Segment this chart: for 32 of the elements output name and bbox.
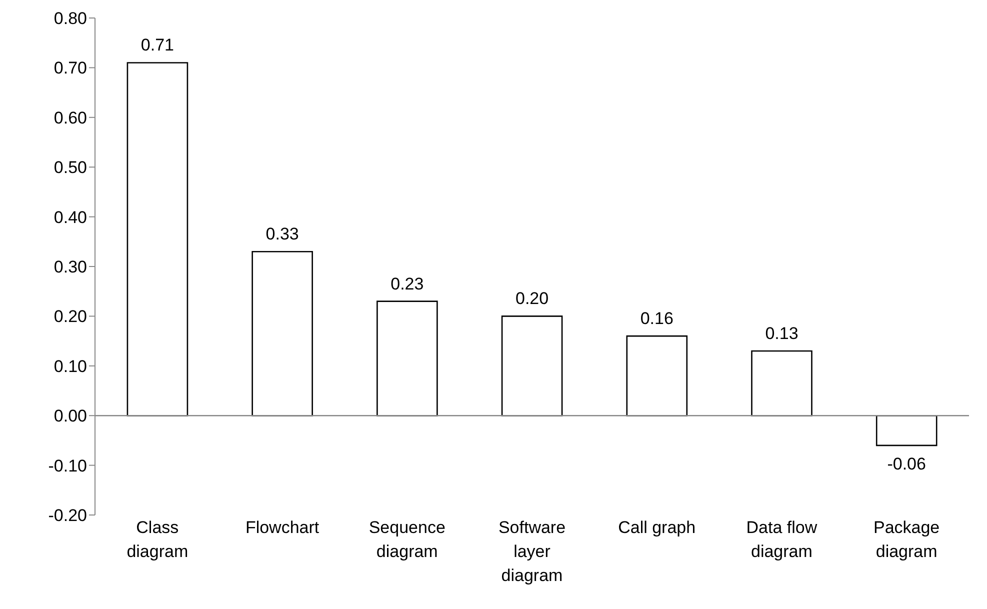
- y-tick-label: 0.00: [54, 406, 87, 426]
- bar: [751, 350, 812, 416]
- y-tick-label: -0.10: [48, 456, 87, 476]
- x-tick-label: Call graph: [618, 518, 696, 537]
- data-label: 0.23: [390, 274, 424, 294]
- y-tick-label: 0.80: [54, 9, 87, 28]
- data-label: 0.16: [640, 309, 674, 328]
- bar: [501, 316, 563, 416]
- y-tick-label: 0.10: [54, 356, 87, 376]
- y-tick-label: 0.20: [54, 307, 87, 326]
- x-tick-label: Package diagram: [873, 518, 940, 561]
- x-tick-label: Flowchart: [245, 518, 320, 537]
- x-tick-label: Sequence diagram: [368, 518, 446, 561]
- data-label: -0.06: [887, 454, 926, 474]
- bar: [876, 414, 938, 446]
- data-label: 0.13: [765, 324, 798, 343]
- x-tick-label: Software layer diagram: [498, 518, 566, 585]
- y-tick-label: 0.70: [54, 58, 87, 78]
- x-tick-label: Class diagram: [126, 518, 188, 561]
- bar: [626, 335, 688, 416]
- y-tick-label: 0.50: [54, 158, 87, 178]
- data-label: 0.20: [515, 289, 549, 308]
- data-label: 0.71: [140, 36, 174, 55]
- y-tick-label: 0.40: [54, 208, 87, 227]
- y-tick-label: -0.20: [48, 506, 87, 526]
- bar: [376, 300, 438, 416]
- y-tick-label: 0.60: [54, 108, 87, 128]
- y-tick-label: 0.30: [54, 258, 87, 277]
- data-label: 0.33: [266, 224, 299, 244]
- bar: [126, 62, 188, 416]
- bar: [252, 250, 313, 416]
- x-tick-label: Data flow diagram: [746, 518, 818, 561]
